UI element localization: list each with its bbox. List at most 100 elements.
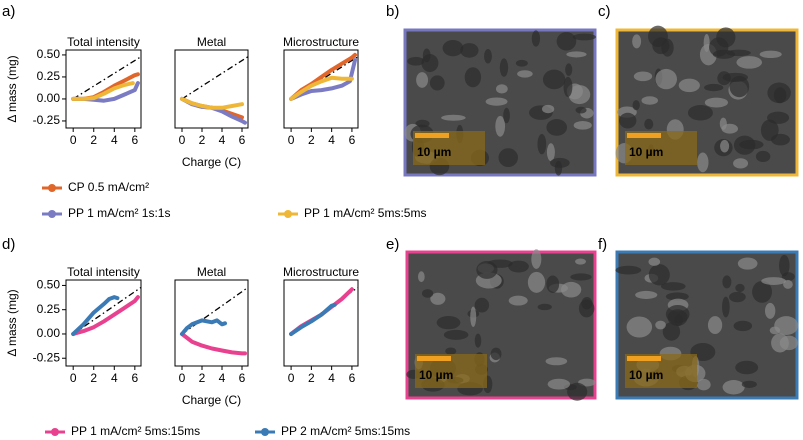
series-line [71, 81, 135, 101]
x-tick-label: 2 [308, 133, 315, 147]
sem-texture [722, 296, 730, 318]
x-tick-label: 6 [239, 371, 246, 385]
sem-texture [547, 378, 571, 390]
sem-texture [733, 135, 756, 155]
sem-texture [570, 273, 592, 281]
y-tick-label: 0.25 [37, 69, 61, 83]
sem-texture [476, 260, 498, 279]
sem-texture [545, 357, 568, 366]
sem-texture [578, 299, 595, 318]
x-tick-label: 4 [111, 371, 118, 385]
sem-texture [537, 133, 547, 155]
scale-bar [627, 356, 661, 361]
y-tick-label: 0.25 [37, 302, 61, 316]
sem-texture [707, 316, 723, 335]
sem-texture [421, 289, 434, 298]
scale-bar [417, 356, 451, 361]
x-tick-label: 6 [349, 133, 356, 147]
sem-texture [722, 380, 745, 395]
y-axis-label: Δ mass (mg) [5, 55, 19, 122]
x-tick-label: 0 [70, 371, 77, 385]
plot-frame [283, 279, 359, 367]
sem-texture [445, 347, 457, 355]
scale-bar-label: 10 µm [417, 145, 451, 159]
x-axis-label: Charge (C) [182, 155, 241, 169]
sem-texture [556, 32, 577, 51]
sem-texture [665, 292, 689, 301]
x-tick-label: 2 [199, 133, 206, 147]
sem-texture [769, 326, 781, 335]
panel-label: e) [386, 236, 399, 253]
sem-texture [495, 115, 506, 137]
sem-texture [485, 97, 508, 106]
y-tick-label: 0.50 [37, 47, 61, 61]
sem-texture [464, 67, 482, 88]
sem-texture [508, 295, 528, 306]
sem-texture [709, 37, 729, 57]
sem-texture [704, 83, 724, 92]
sem-texture [561, 281, 582, 298]
sem-texture [407, 56, 425, 66]
sem-texture [741, 380, 757, 388]
scale-bar [415, 133, 449, 138]
x-tick-label: 0 [179, 133, 186, 147]
sem-texture [761, 277, 787, 285]
legend-swatch-dot [261, 428, 269, 436]
sem-texture [759, 50, 782, 59]
sem-texture [703, 33, 710, 52]
sem-texture [733, 320, 753, 332]
sem-texture [474, 333, 482, 348]
y-tick-label: -0.25 [33, 350, 61, 364]
sem-texture [542, 69, 566, 90]
x-tick-label: 4 [111, 133, 118, 147]
sem-texture [687, 104, 713, 121]
sem-texture [436, 315, 461, 330]
sem-texture [767, 82, 791, 104]
plot-frame [174, 279, 249, 367]
facet-title: Metal [197, 265, 226, 279]
sem-texture [508, 260, 529, 273]
sem-texture [667, 309, 688, 326]
sem-texture [484, 48, 492, 64]
sem-texture [764, 302, 776, 319]
sem-texture [546, 275, 560, 293]
sem-texture [633, 71, 653, 82]
sem-texture [418, 271, 425, 283]
x-tick-label: 6 [131, 133, 138, 147]
sem-texture [566, 51, 587, 58]
sem-texture [641, 96, 659, 105]
y-tick-label: 0.50 [37, 278, 61, 292]
sem-texture [474, 297, 490, 313]
series-line [289, 75, 354, 101]
legend-label: PP 1 mA/cm² 5ms:5ms [304, 206, 426, 220]
sem-texture [619, 112, 637, 129]
series-line [71, 72, 140, 101]
sem-texture [779, 254, 790, 277]
sem-texture [470, 306, 477, 327]
sem-texture [755, 150, 771, 163]
legend-label: PP 1 mA/cm² 1s:1s [68, 206, 170, 220]
sem-texture [632, 34, 642, 49]
x-tick-label: 0 [288, 133, 295, 147]
legend-label: CP 0.5 mA/cm² [68, 180, 149, 194]
sem-texture [752, 280, 773, 303]
series-line [71, 295, 120, 336]
panel-label: b) [386, 3, 399, 20]
sem-texture [429, 75, 445, 91]
sem-texture [554, 160, 563, 176]
sem-texture [541, 104, 555, 114]
panel-label: a) [2, 3, 15, 20]
sem-texture [517, 70, 533, 78]
panel-label: f) [598, 236, 607, 253]
scale-bar [627, 133, 661, 138]
sem-texture [499, 58, 509, 77]
legend-label: PP 2 mA/cm² 5ms:15ms [281, 424, 410, 438]
sem-texture [563, 76, 573, 97]
sem-texture [722, 275, 732, 289]
sem-texture [416, 72, 429, 88]
sem-texture [443, 329, 469, 340]
series-line [289, 58, 357, 101]
sem-texture [771, 333, 789, 353]
facet-title: Microstructure [283, 35, 359, 49]
sem-texture [495, 84, 508, 94]
